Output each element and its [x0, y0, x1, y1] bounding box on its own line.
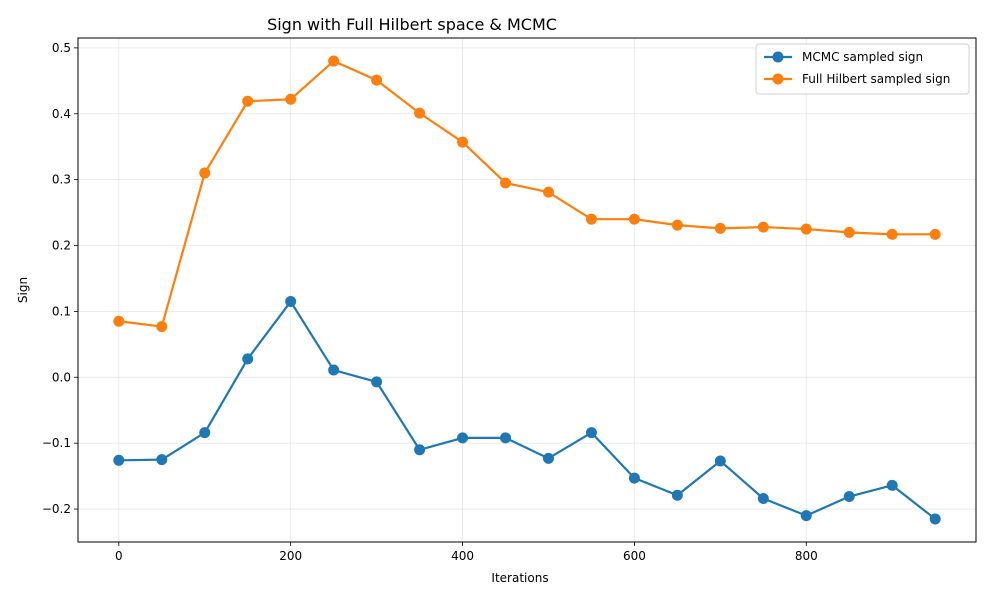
data-point [156, 454, 168, 466]
series-2 [113, 55, 941, 333]
x-axis-label: Iterations [491, 571, 548, 585]
data-point [457, 432, 469, 444]
data-point [328, 364, 340, 376]
data-point [886, 228, 898, 240]
series-1 [113, 296, 941, 525]
data-point [628, 472, 640, 484]
y-tick-label: −0.1 [42, 436, 71, 450]
data-point [757, 493, 769, 505]
data-point [671, 219, 683, 231]
y-tick-label: 0.1 [52, 304, 71, 318]
legend-label: Full Hilbert sampled sign [802, 72, 950, 86]
chart-title: Sign with Full Hilbert space & MCMC [267, 15, 557, 34]
grid-lines [78, 38, 976, 542]
x-tick-label: 400 [451, 549, 474, 563]
data-point [199, 167, 211, 179]
data-point [714, 455, 726, 467]
data-point [500, 432, 512, 444]
data-point [500, 177, 512, 189]
x-tick-label: 200 [279, 549, 302, 563]
x-tick-label: 800 [795, 549, 818, 563]
data-point [414, 444, 426, 456]
data-point [371, 74, 383, 86]
data-point [585, 213, 597, 225]
y-axis-label: Sign [16, 277, 30, 303]
data-point [156, 321, 168, 333]
legend-item: Full Hilbert sampled sign [764, 72, 950, 86]
data-point [285, 93, 297, 105]
data-point [585, 427, 597, 439]
y-tick-label: 0.2 [52, 239, 71, 253]
data-point [285, 296, 297, 308]
data-point [457, 136, 469, 148]
x-axis: 0 200 400 600 800 [115, 542, 818, 563]
data-point [929, 513, 941, 525]
legend-box [755, 43, 970, 95]
data-point [843, 491, 855, 503]
data-point [199, 427, 211, 439]
series-line [118, 59, 936, 328]
data-point [800, 510, 812, 522]
data-point [929, 228, 941, 240]
legend: MCMC sampled sign Full Hilbert sampled si… [755, 43, 970, 95]
data-point [671, 489, 683, 501]
legend-label: MCMC sampled sign [802, 50, 923, 64]
legend-item: MCMC sampled sign [764, 50, 923, 64]
data-point [843, 226, 855, 238]
x-tick-label: 0 [115, 549, 123, 563]
series-line [118, 300, 936, 520]
data-point [328, 55, 340, 67]
data-point [628, 213, 640, 225]
legend-marker [772, 73, 784, 85]
y-tick-label: 0.0 [52, 370, 71, 384]
data-point [242, 353, 254, 365]
data-point [757, 221, 769, 233]
y-tick-label: 0.3 [52, 173, 71, 187]
data-point [414, 107, 426, 119]
data-point [542, 186, 554, 198]
data-point [542, 452, 554, 464]
y-axis: −0.2 −0.1 0.0 0.1 0.2 0.3 0.4 0.5 [42, 41, 78, 516]
y-tick-label: −0.2 [42, 502, 71, 516]
x-tick-label: 600 [623, 549, 646, 563]
legend-marker [772, 51, 784, 63]
data-point [113, 454, 125, 466]
series-layer [113, 55, 941, 525]
data-point [800, 223, 812, 235]
plot-frame [77, 37, 977, 543]
data-point [714, 222, 726, 234]
y-tick-label: 0.5 [52, 41, 71, 55]
y-tick-label: 0.4 [52, 107, 71, 121]
data-point [371, 376, 383, 388]
data-point [886, 479, 898, 491]
data-point [242, 95, 254, 107]
data-point [113, 315, 125, 327]
